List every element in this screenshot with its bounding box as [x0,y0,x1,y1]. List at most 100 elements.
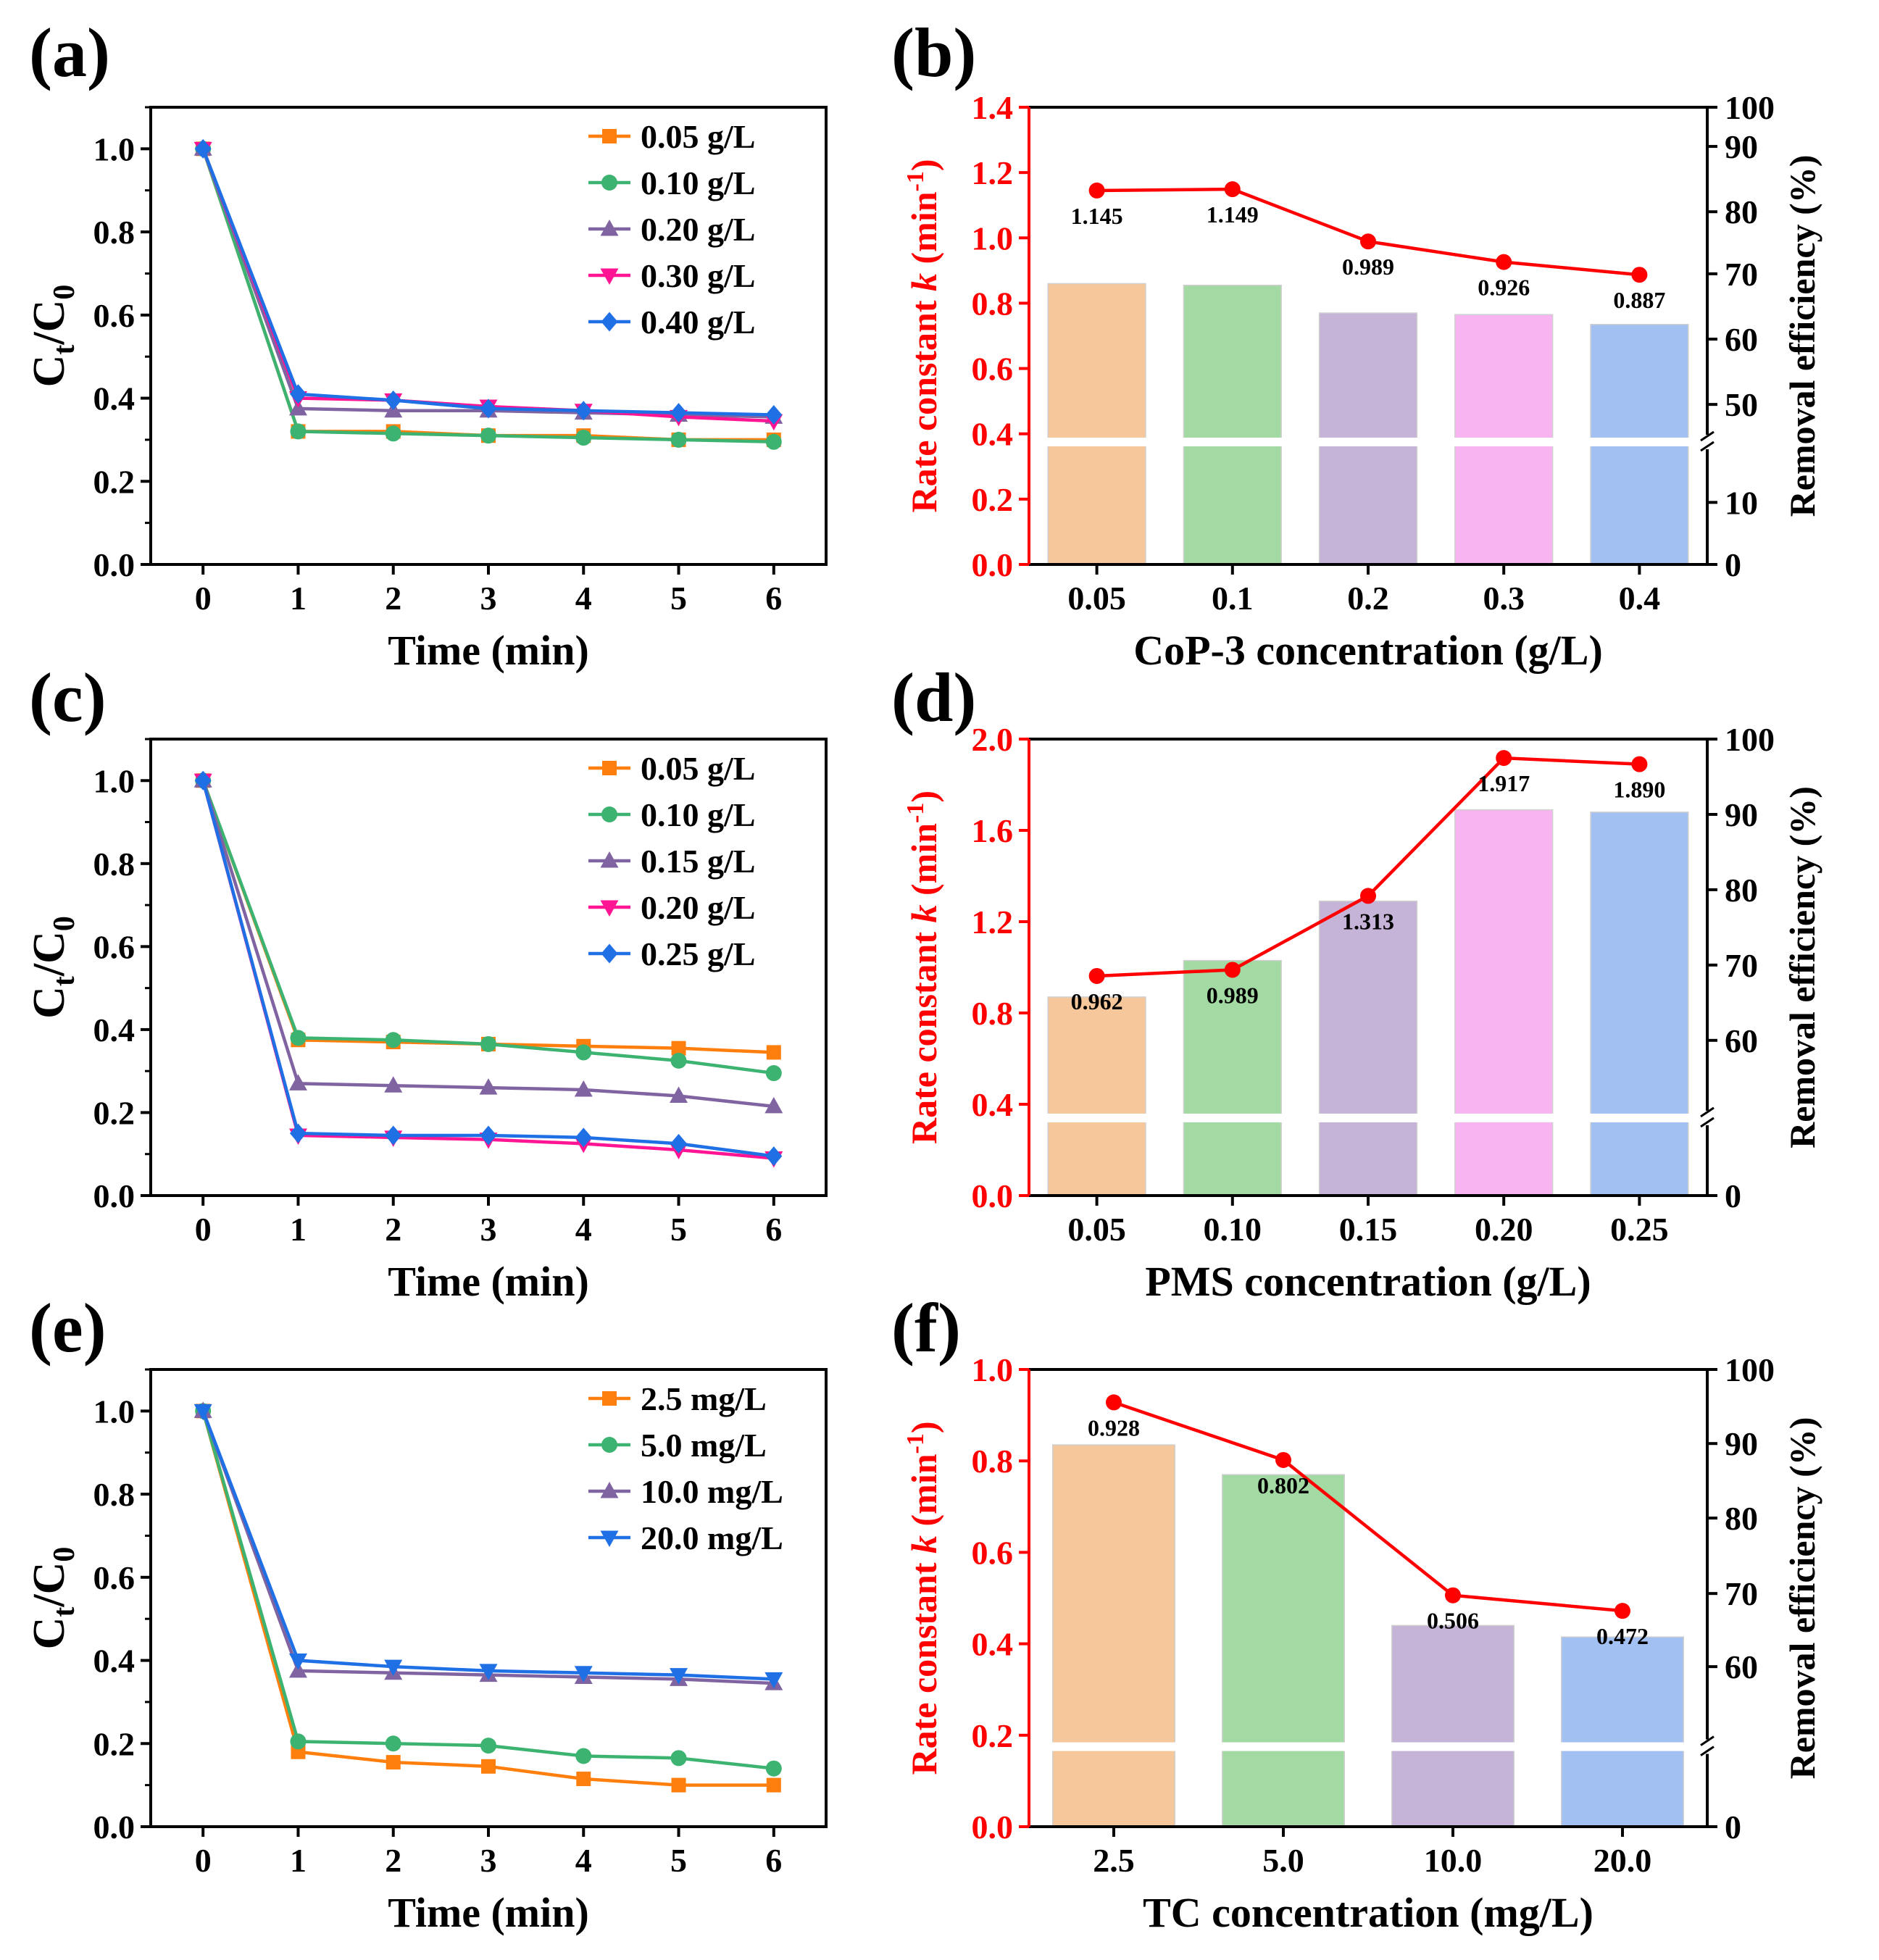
y-axis-label: Ct/C0 [25,285,81,388]
removal-bar [1047,996,1146,1196]
left-axis-label: Rate constant k (min-1) [902,791,944,1144]
rate-value-label: 1.917 [1478,770,1530,796]
data-point [764,1672,783,1689]
y-tick-label: 1.0 [93,1393,136,1430]
rate-value-label: 1.145 [1071,203,1123,229]
y-tick-label: 0.2 [93,463,136,500]
right-y-tick-label: 80 [1725,872,1758,909]
rate-value-label: 0.887 [1613,287,1665,313]
left-y-tick-label: 0.4 [972,416,1014,453]
axis-break-mark [1700,1117,1715,1128]
bar-break [1453,1113,1554,1122]
legend-item: 20.0 mg/L [588,1519,783,1556]
rate-value-label: 0.802 [1257,1472,1309,1498]
x-tick-label: 4 [575,580,592,617]
right-y-tick-label: 80 [1725,193,1758,230]
y-label-part: 0 [48,285,81,300]
label-part: ) [904,159,944,171]
data-point [671,1777,686,1793]
left-axis-label: Rate constant k (min-1) [902,159,944,512]
y-axis-label: Ct/C0 [25,916,81,1019]
x-tick-label: 4 [575,1842,592,1879]
label-part: Rate constant [904,1554,944,1775]
y-label-part: C [25,986,74,1019]
data-point [670,1133,688,1154]
data-point [193,1404,212,1421]
bar-break [1453,437,1554,446]
data-point [385,1032,401,1048]
left-y-tick-label: 1.6 [972,812,1014,849]
x-tick-label: 3 [480,580,497,617]
panel-label-f: (f) [891,1289,961,1367]
legend-marker [600,220,619,236]
panel-f: 0.928 0.802 0.506 0.472 0.0 0.2 0.4 0.6 0.8 1.0 0 6… [902,1351,1822,1936]
label-part: ) [904,791,944,803]
rate-point [1615,1603,1630,1619]
y-tick-label: 1.0 [93,130,136,167]
y-label-part: t [48,976,81,986]
bar-break [1317,1113,1419,1122]
data-point [766,1045,781,1060]
x-tick-label: 0.05 [1067,580,1126,617]
legend-marker [601,1437,617,1453]
y-label-part: /C [25,931,74,977]
legend-marker [600,268,619,285]
y-label-part: t [48,345,81,355]
left-y-tick-label: 0.2 [972,481,1014,518]
data-point [480,428,496,444]
y-label-part: C [25,1617,74,1650]
rate-point [1631,756,1648,772]
axis-break-mark [1700,430,1715,442]
rate-value-label: 1.313 [1342,908,1394,934]
x-tick-label: 0.20 [1475,1211,1533,1248]
x-tick-label: 2 [385,580,401,617]
x-tick-label: 0.10 [1204,1211,1262,1248]
data-point [574,1080,593,1097]
axis-break-mark [1700,1746,1715,1756]
label-part: -1 [902,1433,929,1454]
data-point [576,1772,591,1787]
left-y-tick-label: 0.0 [972,546,1014,583]
y-tick-label: 0.2 [93,1725,136,1762]
data-point [290,423,307,440]
bar-break [1220,1742,1346,1751]
data-point [575,1748,592,1764]
right-y-tick-label: 0 [1725,1809,1741,1846]
legend-item: 0.15 g/L [588,843,755,880]
legend: 2.5 mg/L 5.0 mg/L 10.0 mg/L 20.0 mg/L [588,1380,783,1556]
removal-bar [1561,1636,1684,1827]
legend-label: 0.40 g/L [641,304,755,341]
data-point [385,1125,402,1146]
legend-marker [602,129,617,143]
rate-value-label: 1.149 [1207,201,1259,228]
rate-value-label: 0.506 [1427,1608,1479,1634]
left-y-tick-label: 0.2 [972,1717,1014,1754]
y-label-part: C [25,355,74,388]
left-y-tick-label: 0.8 [972,995,1014,1032]
rate-point [1496,750,1512,767]
data-point [288,1654,307,1670]
x-axis-label: TC concentration (mg/L) [1143,1889,1593,1936]
legend: 0.05 g/L 0.10 g/L 0.20 g/L 0.30 g/L 0.40 g/L [588,118,755,341]
panel-d: 0.962 0.989 1.313 1.917 1.890 0.0 0.4 0.8 1.2 1.6… [902,721,1822,1305]
legend-label: 0.10 g/L [641,164,755,201]
x-tick-label: 0.2 [1347,580,1389,617]
data-point [574,1666,593,1682]
label-part: ) [904,1421,944,1433]
legend-label: 0.20 g/L [641,889,755,926]
legend-label: 0.25 g/L [641,935,755,972]
data-point [575,401,592,421]
data-point [384,1076,403,1093]
legend-marker [602,761,617,775]
series-e-3 [193,1404,783,1689]
legend-label: 0.20 g/L [641,211,755,248]
data-point [670,403,688,423]
removal-bar [1318,900,1418,1196]
y-tick-label: 0.0 [93,1809,136,1846]
legend-marker [601,806,617,822]
legend: 0.05 g/L 0.10 g/L 0.15 g/L 0.20 g/L 0.25 g/L [588,750,755,972]
legend-item: 5.0 mg/L [588,1427,767,1464]
right-y-tick-label: 70 [1725,256,1758,293]
x-tick-label: 2 [385,1211,401,1248]
x-tick-label: 0.05 [1067,1211,1126,1248]
